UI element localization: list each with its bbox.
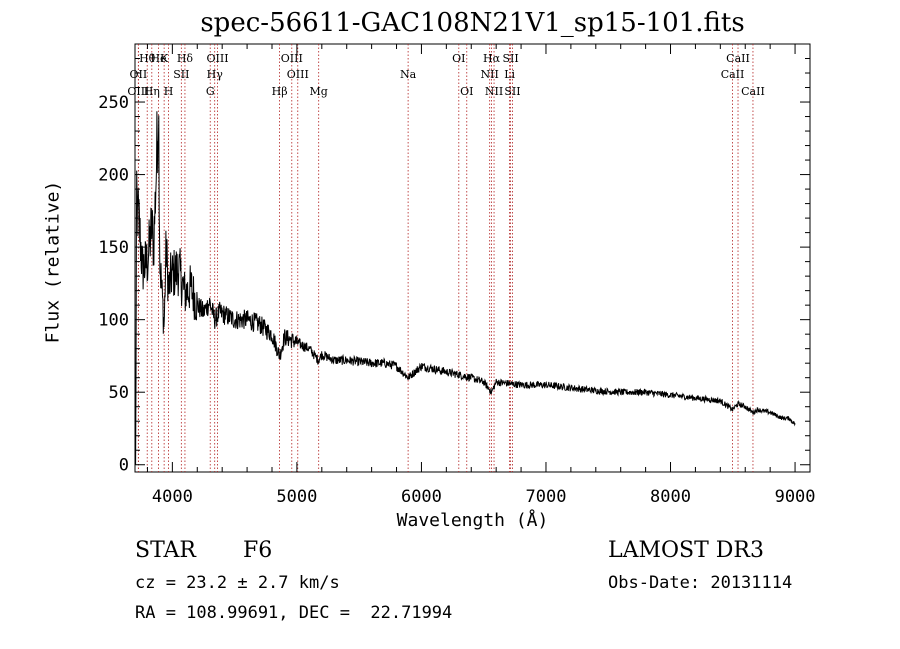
line-label-21: NII	[485, 85, 503, 98]
line-label-20: NII	[481, 68, 499, 81]
y-tick-label: 150	[98, 238, 129, 258]
plot-title: spec-56611-GAC108N21V1_sp15-101.fits	[200, 8, 745, 38]
line-label-6: H	[164, 85, 174, 98]
x-tick-label: 8000	[650, 487, 691, 507]
plot-frame	[134, 43, 811, 473]
y-tick-label: 50	[109, 383, 129, 403]
x-tick-label: 7000	[526, 487, 567, 507]
object-class: STAR	[135, 538, 196, 563]
line-label-16: Na	[400, 68, 417, 81]
line-label-19: Hα	[483, 52, 501, 65]
line-label-25: CaII	[726, 52, 750, 65]
survey-name: LAMOST DR3	[608, 538, 764, 563]
x-tick-label: 5000	[276, 487, 317, 507]
line-label-7: SII	[173, 68, 189, 81]
line-label-27: CaII	[741, 85, 765, 98]
line-label-26: CaII	[721, 68, 745, 81]
obs-date-text: Obs-Date: 20131114	[608, 573, 793, 593]
x-tick-label: 9000	[775, 487, 816, 507]
axis-tick-labels: 4000 5000 6000 7000 8000 9000 0 50 100 150 200 250	[98, 93, 815, 507]
spectrum-line	[135, 111, 796, 465]
line-label-1: OII	[130, 68, 148, 81]
line-label-14: Hβ	[272, 85, 288, 98]
y-tick-label: 200	[98, 166, 129, 186]
redshift-text: cz = 23.2 ± 2.7 km/s	[135, 573, 340, 593]
line-label-17: OI	[452, 52, 465, 65]
x-tick-label: 6000	[401, 487, 442, 507]
y-tick-label: 0	[119, 456, 129, 476]
line-label-23: Li	[504, 68, 515, 81]
object-subclass: F6	[243, 538, 273, 563]
emission-line-markers	[137, 44, 754, 472]
line-label-12: OIII	[281, 52, 303, 65]
line-label-15: Mg	[310, 85, 328, 98]
coordinates-text: RA = 108.99691, DEC = 22.71994	[135, 603, 453, 623]
y-tick-label: 100	[98, 311, 129, 331]
line-label-10: Hγ	[207, 68, 224, 81]
line-label-5: K	[160, 52, 169, 65]
line-label-11: G	[206, 85, 215, 98]
line-label-4: Hη	[144, 85, 160, 98]
line-label-2: OIII	[127, 85, 149, 98]
x-axis-label: Wavelength (Å)	[396, 510, 549, 531]
line-label-24: SII	[504, 85, 520, 98]
axis-ticks	[135, 44, 810, 472]
line-label-0: Hθ	[139, 52, 156, 65]
line-label-18: OI	[460, 85, 473, 98]
line-label-8: Hδ	[177, 52, 194, 65]
line-label-22: SII	[502, 52, 518, 65]
y-axis-label: Flux (relative)	[42, 180, 64, 344]
y-tick-label: 250	[98, 93, 129, 113]
line-label-9: OIII	[207, 52, 229, 65]
emission-line-labels: Hθ OII OIII He Hη K H SII Hδ OIII Hγ G OIII OIII Hβ Mg N…	[127, 52, 764, 98]
line-label-3: He	[150, 52, 166, 65]
x-tick-label: 4000	[152, 487, 193, 507]
line-label-13: OIII	[287, 68, 309, 81]
